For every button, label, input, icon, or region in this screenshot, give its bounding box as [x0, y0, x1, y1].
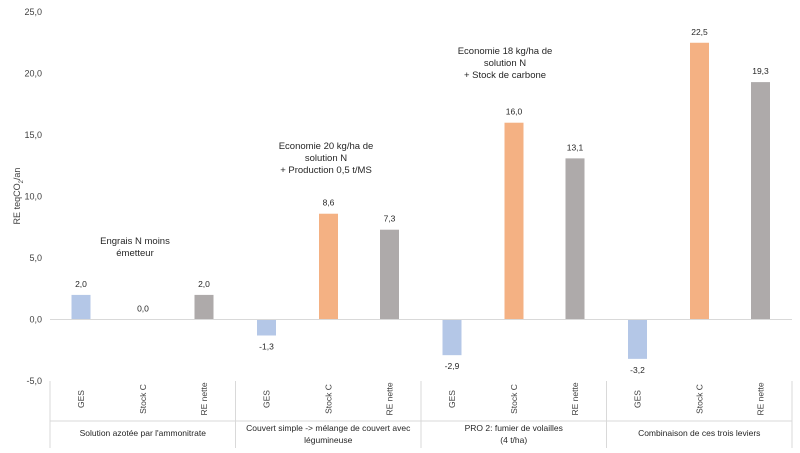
- y-tick-label: 10,0: [24, 192, 42, 202]
- bar-ges: [257, 319, 276, 336]
- data-label: 19,3: [752, 66, 769, 76]
- annotation-text: Economie 20 kg/ha de: [279, 141, 374, 152]
- annotation-text: + Stock de carbone: [464, 70, 546, 81]
- category-label: Stock C: [324, 384, 334, 414]
- group-label: Solution azotée par l'ammonitrate: [80, 428, 207, 438]
- group-label: Couvert simple -> mélange de couvert ave…: [246, 423, 411, 433]
- category-label: Stock C: [138, 384, 148, 414]
- annotation-text: solution N: [484, 58, 526, 69]
- data-label: -3,2: [630, 365, 645, 375]
- bar-re-nette: [565, 158, 585, 320]
- bar-stock-c: [690, 42, 709, 320]
- category-label: GES: [262, 390, 272, 408]
- y-axis: -5,0 0,0 5,0 10,0 15,0 20,0 25,0 RE teqCO2/an: [12, 7, 42, 386]
- bar-re-nette: [751, 82, 770, 320]
- y-axis-title-part: /an: [12, 168, 22, 181]
- category-label: Stock C: [509, 384, 519, 414]
- annotation-text: émetteur: [116, 248, 154, 259]
- y-tick-label: 0,0: [29, 315, 42, 325]
- category-label: RE nette: [199, 382, 209, 415]
- data-label: -2,9: [445, 361, 460, 371]
- category-label: Stock C: [695, 384, 705, 414]
- data-labels: 2,0 0,0 2,0 -1,3 8,6 7,3 -2,9 16,0 13,1 -3,2 22,5 1…: [75, 27, 769, 375]
- x-axis: GES Stock C RE nette Solution azotée par l'…: [49, 319, 793, 448]
- y-axis-title-part: RE teqCO: [12, 183, 22, 224]
- y-tick-label: 15,0: [24, 130, 42, 140]
- data-label: 2,0: [75, 279, 87, 289]
- bar-stock-c: [504, 122, 524, 320]
- y-axis-title-subscript: 2: [19, 179, 25, 183]
- category-label: GES: [633, 390, 643, 408]
- category-label: RE nette: [756, 382, 766, 415]
- data-label: 8,6: [323, 198, 335, 208]
- y-tick-label: 20,0: [24, 69, 42, 79]
- annotation-text: Economie 18 kg/ha de: [458, 46, 553, 57]
- data-label: -1,3: [259, 341, 274, 351]
- category-label: GES: [447, 390, 457, 408]
- data-label: 7,3: [384, 214, 396, 224]
- group-label: légumineuse: [304, 435, 352, 445]
- group-label: Combinaison de ces trois leviers: [638, 428, 760, 438]
- data-label: 16,0: [506, 107, 523, 117]
- bar-ges: [628, 319, 647, 359]
- data-label: 2,0: [198, 279, 210, 289]
- y-tick-label: 5,0: [29, 253, 42, 263]
- data-label: 0,0: [137, 304, 149, 314]
- group-label: PRO 2: fumier de volailles: [465, 423, 563, 433]
- bar-stock-c: [319, 213, 338, 320]
- category-label: RE nette: [570, 382, 580, 415]
- bars: [71, 42, 770, 359]
- annotation-text: + Production 0,5 t/MS: [280, 165, 372, 176]
- bar-re-nette: [380, 229, 399, 320]
- data-label: 22,5: [691, 27, 708, 37]
- bar-ges: [71, 294, 91, 320]
- bar-ges: [442, 319, 462, 356]
- y-tick-label: -5,0: [26, 376, 42, 386]
- group-label: (4 t/ha): [500, 435, 527, 445]
- y-axis-title: RE teqCO2/an: [12, 168, 25, 225]
- category-label: RE nette: [385, 382, 395, 415]
- y-tick-label: 25,0: [24, 7, 42, 17]
- category-label: GES: [76, 390, 86, 408]
- bar-re-nette: [194, 294, 214, 320]
- annotation-text: solution N: [305, 153, 347, 164]
- annotation-text: Engrais N moins: [100, 236, 170, 247]
- data-label: 13,1: [567, 142, 584, 152]
